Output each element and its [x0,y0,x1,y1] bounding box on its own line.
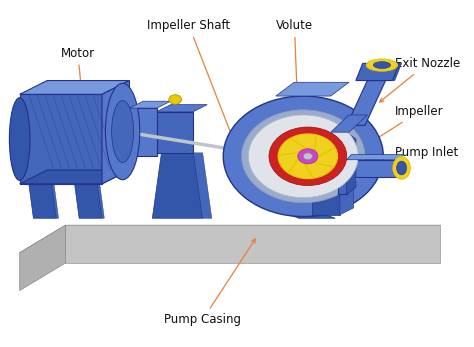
Circle shape [169,95,182,104]
Text: Motor: Motor [61,46,95,111]
Ellipse shape [393,157,410,179]
Circle shape [223,96,383,217]
Polygon shape [290,184,303,215]
Polygon shape [157,105,207,111]
Polygon shape [157,111,193,153]
Circle shape [248,115,358,197]
Polygon shape [20,225,65,290]
Circle shape [303,153,312,160]
Polygon shape [290,215,335,218]
Polygon shape [346,160,399,177]
Polygon shape [331,115,367,132]
Polygon shape [392,64,401,81]
Polygon shape [346,132,356,194]
Polygon shape [20,170,129,184]
Ellipse shape [373,62,391,68]
Polygon shape [276,82,349,96]
Polygon shape [65,225,440,263]
Polygon shape [20,94,102,184]
Circle shape [298,149,318,164]
Text: Impeller Shaft: Impeller Shaft [147,19,243,163]
Circle shape [269,127,346,186]
Polygon shape [152,153,203,218]
Polygon shape [337,132,346,194]
Text: Impeller: Impeller [353,105,443,154]
Ellipse shape [105,83,140,180]
Text: Volute: Volute [276,19,313,128]
Polygon shape [20,81,129,94]
Ellipse shape [366,59,398,71]
Polygon shape [312,174,340,215]
Circle shape [278,134,337,179]
Polygon shape [356,64,399,81]
Circle shape [242,110,365,203]
Polygon shape [102,81,129,184]
Text: Pump Inlet: Pump Inlet [390,146,458,169]
Polygon shape [193,153,212,218]
Ellipse shape [9,98,30,180]
Text: Exit Nozzle: Exit Nozzle [380,57,460,102]
Text: Pump Casing: Pump Casing [164,239,255,326]
Polygon shape [20,225,440,253]
Polygon shape [74,184,102,218]
Polygon shape [129,108,157,156]
Ellipse shape [111,101,134,162]
Polygon shape [346,81,386,125]
Polygon shape [29,184,56,218]
Polygon shape [52,184,59,218]
Ellipse shape [397,161,407,175]
Polygon shape [346,154,404,160]
Polygon shape [129,101,171,108]
Polygon shape [340,167,354,215]
Polygon shape [98,184,104,218]
